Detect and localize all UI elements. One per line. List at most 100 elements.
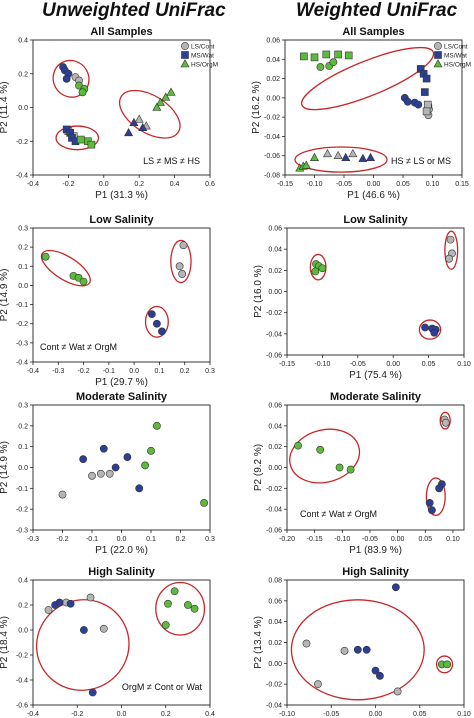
plot-frame	[32, 227, 211, 363]
y-tick-label: -0.02	[264, 115, 280, 122]
cluster-ellipse	[119, 89, 181, 139]
data-point-orgm	[152, 421, 161, 430]
y-tick-label: 0.02	[266, 76, 280, 83]
legend-label: HS/OrgM	[444, 62, 471, 69]
x-tick-label: -0.2	[78, 368, 90, 375]
y-axis-label: P2 (18.4 %)	[0, 616, 10, 669]
y-tick-label: 0.06	[266, 38, 280, 45]
data-point-hs-cont	[348, 148, 358, 158]
data-point-cont	[96, 469, 105, 478]
panel-title: Moderate Salinity	[330, 391, 422, 403]
data-point-orgm	[346, 465, 355, 474]
data-point-hs-orgm	[155, 97, 165, 106]
data-point-ms-cont	[423, 100, 432, 109]
data-point-orgm	[147, 446, 155, 455]
x-tick-label: -0.3	[27, 536, 39, 543]
data-point-wat	[123, 453, 132, 461]
data-point-ls-orgm	[316, 63, 325, 71]
data-point-orgm	[294, 441, 302, 450]
x-tick-label: -0.10	[334, 536, 350, 543]
cluster-ellipse	[435, 655, 454, 674]
x-axis-label: P1 (31.3 %)	[95, 190, 148, 201]
cluster-ellipse	[55, 125, 100, 151]
significance-annotation: OrgM ≠ Cont or Wat	[122, 682, 203, 692]
data-point-ls-wat	[403, 97, 412, 106]
panel-5: Moderate Salinity -0.3 -0.2 -0.1 0.0 0.1 0.2 0.…	[0, 391, 215, 556]
panel-3: Low Salinity -0.4 -0.3 -0.2 -0.1 0.0 0.1 0.2 0.3…	[0, 214, 215, 388]
y-tick-label: 0.04	[268, 423, 282, 430]
data-point-orgm	[141, 461, 149, 470]
cluster-ellipse	[40, 249, 91, 287]
x-tick-label: 0.0	[117, 536, 127, 543]
panel-title: Low Salinity	[89, 214, 154, 226]
panel-title: Low Salinity	[343, 214, 408, 226]
y-tick-label: -0.08	[264, 173, 280, 180]
y-tick-label: 0.02	[268, 444, 282, 451]
data-point-wat	[362, 645, 371, 654]
data-point-cont	[178, 270, 187, 278]
legend-label: LS/Cont	[444, 44, 468, 51]
data-point-cont	[99, 624, 108, 633]
y-axis-label: P2 (16.0 %)	[253, 265, 264, 318]
y-tick-label: -0.06	[266, 528, 282, 535]
data-point-cont	[340, 646, 349, 655]
y-tick-label: 0.2	[18, 245, 28, 252]
data-point-ms-cont	[422, 107, 431, 116]
data-point-ms-wat	[421, 88, 429, 96]
x-tick-label: -0.15	[277, 181, 293, 188]
cluster-ellipse	[144, 305, 169, 338]
x-tick-label: 0.10	[426, 181, 440, 188]
y-tick-label: 0.04	[268, 619, 282, 626]
data-point-wat	[111, 463, 120, 472]
data-point-hs-orgm	[301, 160, 311, 169]
legend-marker	[434, 51, 442, 59]
y-tick-label: 0.04	[268, 247, 282, 254]
legend-label: HS/OrgM	[191, 62, 218, 69]
y-tick-label: 0.4	[18, 578, 28, 585]
data-point-ms-orgm	[334, 50, 342, 59]
y-tick-label: -0.2	[16, 507, 28, 514]
x-tick-label: 0.05	[418, 536, 432, 543]
data-point-wat	[158, 327, 166, 336]
x-tick-label: 0.4	[205, 711, 215, 718]
panel-8: High Salinity -0.10 -0.05 0.00 0.05 0.10 -0.04…	[253, 566, 471, 718]
y-tick-label: 0.2	[18, 71, 28, 78]
y-axis-label: P2 (16.2 %)	[251, 81, 262, 134]
cluster-ellipse	[52, 59, 90, 98]
cluster-ellipse	[300, 46, 435, 111]
x-tick-label: -0.2	[62, 181, 74, 188]
y-tick-label: -0.02	[266, 682, 282, 689]
y-tick-label: 0.02	[268, 640, 282, 647]
data-point-ms-wat	[422, 74, 431, 83]
y-tick-label: 0.1	[18, 264, 28, 271]
data-point-ls-wat	[62, 74, 71, 83]
y-tick-label: 0.04	[266, 57, 280, 64]
x-axis-label: P1 (75.4 %)	[349, 370, 402, 381]
x-tick-label: 0.10	[457, 711, 471, 718]
cluster-ellipse	[425, 477, 446, 517]
data-point-wat	[353, 645, 362, 654]
panel-7: High Salinity-0.4 -0.2 0.0 0.2 0.4-0.6-0.4-0…	[0, 566, 215, 718]
legend-marker	[181, 51, 189, 59]
x-tick-label: 0.2	[161, 711, 171, 718]
data-point-ms-orgm	[87, 140, 96, 149]
x-tick-label: 0.2	[176, 536, 186, 543]
legend-marker	[180, 59, 190, 68]
x-tick-label: 0.2	[180, 368, 190, 375]
data-point-orgm	[161, 621, 170, 629]
data-point-wat	[421, 323, 429, 332]
data-point-orgm	[318, 264, 327, 273]
data-point-orgm	[79, 277, 88, 286]
legend-marker	[433, 59, 443, 68]
y-tick-label: -0.1	[16, 486, 28, 493]
x-tick-label: 0.00	[386, 361, 400, 368]
y-tick-label: 0.3	[18, 403, 28, 410]
x-tick-label: 0.1	[155, 368, 165, 375]
x-tick-label: 0.6	[205, 181, 215, 188]
panel-title: Moderate Salinity	[76, 391, 168, 403]
data-point-hs-wat	[138, 122, 148, 132]
y-axis-label: P2 (14.9 %)	[0, 269, 10, 322]
x-tick-label: 0.0	[99, 181, 109, 188]
x-tick-label: 0.05	[413, 711, 427, 718]
